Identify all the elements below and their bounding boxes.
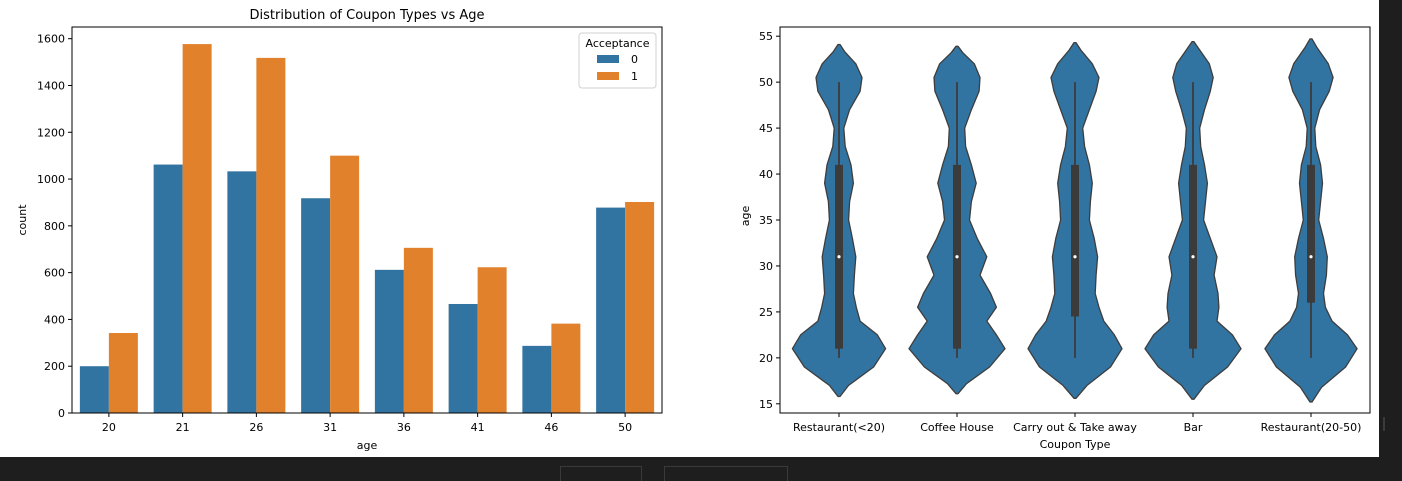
y-tick-label: 30 [759,260,773,273]
legend: Acceptance 0 1 [578,32,657,89]
x-tick-label: 46 [544,421,558,434]
bar-acceptance-1-age-36 [403,247,433,413]
violin-median-2 [1073,255,1077,259]
side-scroll-glyph[interactable] [1383,417,1393,431]
x-tick-label: Bar [1184,421,1203,434]
y-tick-label: 20 [759,352,773,365]
bar-acceptance-1-age-26 [256,57,286,413]
bar-acceptance-1-age-41 [477,267,507,413]
violin-box-4 [1307,164,1315,303]
bar-acceptance-0-age-36 [374,269,404,413]
x-tick-label: Restaurant(20-50) [1261,421,1362,434]
y-tick-label: 0 [58,407,65,420]
x-tick-label: Coffee House [920,421,994,434]
violin-median-0 [837,255,841,259]
chart-title: Distribution of Coupon Types vs Age [250,8,485,23]
x-tick-label: 41 [471,421,485,434]
bar-acceptance-1-age-50 [625,201,655,413]
y-tick-label: 1400 [37,79,65,92]
charts-svg: 20 21 26 31 36 41 46 50020040060080010001200140… [16,8,1371,452]
y-tick-label: 50 [759,76,773,89]
y-tick-label: 600 [44,267,65,280]
x-tick-label: 26 [249,421,263,434]
y-tick-label: 40 [759,168,773,181]
y-tick-label: 35 [759,214,773,227]
legend-swatch-0 [597,55,619,63]
x-axis-label: age [357,439,378,452]
bar-acceptance-0-age-31 [301,198,331,413]
y-axis-label: age [739,206,752,227]
bar-acceptance-0-age-21 [153,164,183,413]
x-tick-label: 36 [397,421,411,434]
violin-box-2 [1071,164,1079,317]
y-tick-label: 400 [44,313,65,326]
y-tick-label: 1000 [37,173,65,186]
figure-canvas: 20 21 26 31 36 41 46 50 0 200 400 600 800 1000 1200 140… [0,0,1379,457]
bar-acceptance-0-age-50 [596,207,626,413]
violin-median-4 [1309,255,1313,259]
violin-median-1 [955,255,959,259]
y-tick-label: 1600 [37,33,65,46]
plot-frame [71,26,663,414]
violin-median-3 [1191,255,1195,259]
bar-acceptance-1-age-46 [551,323,581,413]
legend-label-1: 1 [631,70,638,83]
age-violin-chart: Restaurant(<20) Coffee House Carry out & T… [739,26,1371,451]
bottom-tab-stub-2[interactable] [664,466,788,481]
bar-acceptance-0-age-20 [79,366,109,413]
y-tick-label: 45 [759,122,773,135]
y-tick-label: 800 [44,220,65,233]
legend-title: Acceptance [585,37,649,50]
bar-acceptance-1-age-21 [182,44,212,413]
legend-label-0: 0 [631,53,638,66]
x-tick-label: 50 [618,421,632,434]
bar-acceptance-0-age-41 [448,303,478,413]
x-tick-label: 20 [102,421,116,434]
plot-frame [779,26,1371,414]
x-tick-label: 21 [176,421,190,434]
y-tick-label: 55 [759,30,773,43]
x-axis-label: Coupon Type [1040,438,1111,451]
bottom-tab-stub-1[interactable] [560,466,642,481]
x-tick-label: Carry out & Take away [1013,421,1137,434]
bar-acceptance-1-age-20 [108,332,138,413]
legend-swatch-1 [597,72,619,80]
x-tick-label: 31 [323,421,337,434]
y-axis-label: count [16,204,29,236]
y-tick-label: 15 [759,398,773,411]
bar-acceptance-0-age-26 [227,171,257,413]
y-tick-label: 1200 [37,126,65,139]
count-bar-chart: 20 21 26 31 36 41 46 50 0 200 400 600 800 1000 1200 140… [16,8,663,452]
x-tick-label: Restaurant(<20) [793,421,885,434]
bar-acceptance-1-age-31 [330,155,360,413]
bar-acceptance-0-age-46 [522,345,552,413]
y-tick-label: 25 [759,306,773,319]
y-tick-label: 200 [44,360,65,373]
